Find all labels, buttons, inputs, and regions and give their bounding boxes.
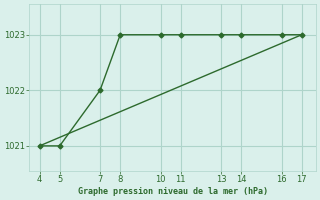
X-axis label: Graphe pression niveau de la mer (hPa): Graphe pression niveau de la mer (hPa) — [78, 187, 268, 196]
